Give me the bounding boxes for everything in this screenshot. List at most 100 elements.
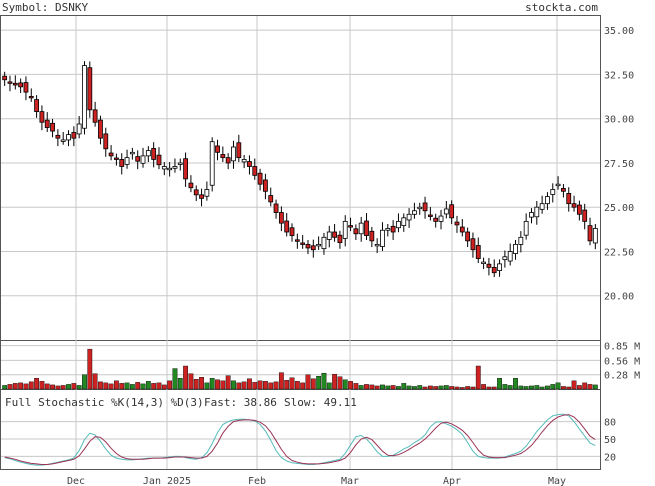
- candle-body: [225, 157, 231, 164]
- volume-bar: [284, 380, 290, 390]
- month-label: Dec: [67, 476, 85, 486]
- volume-bar: [108, 383, 114, 390]
- candle-body: [273, 203, 279, 213]
- candle-body: [145, 150, 151, 157]
- candle-body: [438, 215, 444, 222]
- volume-bar: [124, 382, 130, 390]
- candle-body: [92, 109, 98, 123]
- volume-bar: [241, 381, 247, 390]
- candle-body: [555, 183, 561, 187]
- candle-body: [465, 231, 471, 242]
- candle-body: [183, 158, 188, 180]
- candle-body: [310, 245, 316, 251]
- volume-bar: [55, 385, 61, 390]
- price-tick-label: 35.00: [604, 26, 634, 37]
- volume-bar: [300, 382, 306, 390]
- volume-bar: [257, 380, 263, 390]
- candle-body: [140, 155, 146, 164]
- volume-bar: [481, 384, 486, 390]
- candle-body: [87, 67, 93, 111]
- candle-body: [443, 208, 449, 215]
- volume-bar: [390, 385, 396, 390]
- candle-body: [470, 238, 476, 251]
- candle-body: [427, 214, 433, 217]
- candle-body: [204, 189, 210, 197]
- candle-body: [449, 204, 455, 219]
- x-axis: Dec Jan 2025 Feb Mar Apr May: [67, 476, 566, 486]
- candle-body: [582, 209, 588, 222]
- candle-body: [220, 154, 226, 159]
- volume-bar: [486, 386, 492, 390]
- volume-bar: [545, 385, 550, 390]
- volume-bar: [438, 385, 444, 390]
- volume-bar: [156, 382, 162, 390]
- price-tick-label: 20.00: [604, 292, 634, 303]
- volume-bar: [39, 381, 45, 390]
- volume-bar: [497, 378, 502, 390]
- volume-bar: [76, 385, 82, 390]
- candle-body: [108, 152, 114, 157]
- fast-label: Fast: 38.86: [204, 396, 277, 409]
- volume-bars: [2, 348, 598, 390]
- candle-body: [39, 111, 45, 123]
- month-label: Jan 2025: [143, 476, 191, 486]
- volume-bar: [592, 384, 598, 390]
- volume-bar: [417, 385, 423, 390]
- candle-body: [353, 228, 359, 235]
- candle-body: [44, 119, 50, 128]
- candle-body: [294, 239, 300, 242]
- candle-body: [459, 226, 465, 233]
- candle-body: [305, 243, 311, 249]
- candle-body: [326, 231, 332, 240]
- brand-label: stockta.com: [525, 1, 598, 14]
- candle-body: [257, 172, 263, 185]
- candle-body: [241, 159, 247, 163]
- volume-bar: [215, 379, 220, 390]
- volume-bar: [401, 383, 407, 390]
- symbol-label: Symbol: DSNKY: [2, 1, 88, 14]
- volume-bar: [231, 380, 236, 390]
- candle-body: [502, 256, 508, 261]
- candle-body: [247, 161, 252, 167]
- volume-bar: [326, 382, 332, 390]
- volume-bar: [252, 382, 258, 390]
- volume-bar: [199, 377, 204, 390]
- candle-body: [406, 213, 412, 221]
- volume-bar: [87, 348, 93, 390]
- candle-body: [454, 221, 460, 226]
- candle-body: [236, 142, 242, 159]
- candle-body: [114, 157, 119, 160]
- candle-body: [523, 220, 529, 236]
- volume-bar: [236, 382, 242, 390]
- candle-body: [571, 203, 577, 208]
- candle-body: [529, 212, 534, 218]
- stochastic-lines: [4, 413, 596, 466]
- candle-body: [380, 229, 385, 247]
- volume-bar: [204, 382, 210, 390]
- volume-bar: [459, 387, 465, 390]
- volume-bar: [82, 374, 87, 390]
- volume-tick-label: 0.28 M: [604, 371, 640, 382]
- volume-bar: [523, 386, 529, 390]
- candle-body: [124, 157, 130, 165]
- stochastic-title: Full Stochastic %K(14,3) %D(3): [5, 396, 204, 409]
- candle-body: [337, 234, 343, 244]
- candle-body: [587, 225, 593, 242]
- candle-body: [550, 189, 556, 195]
- volume-bar: [433, 386, 439, 390]
- candle-body: [76, 123, 82, 135]
- candle-body: [374, 243, 380, 247]
- volume-bar: [332, 373, 337, 390]
- candle-body: [401, 217, 407, 227]
- volume-bar: [140, 383, 146, 390]
- volume-bar: [454, 386, 460, 390]
- candle-body: [7, 81, 13, 84]
- volume-bar: [518, 385, 524, 390]
- candle-body: [151, 148, 157, 160]
- volume-bar: [374, 385, 380, 390]
- volume-bar: [502, 384, 508, 390]
- candle-body: [497, 263, 502, 271]
- volume-bar: [348, 381, 353, 390]
- candle-body: [534, 206, 540, 218]
- volume-bar: [422, 386, 428, 390]
